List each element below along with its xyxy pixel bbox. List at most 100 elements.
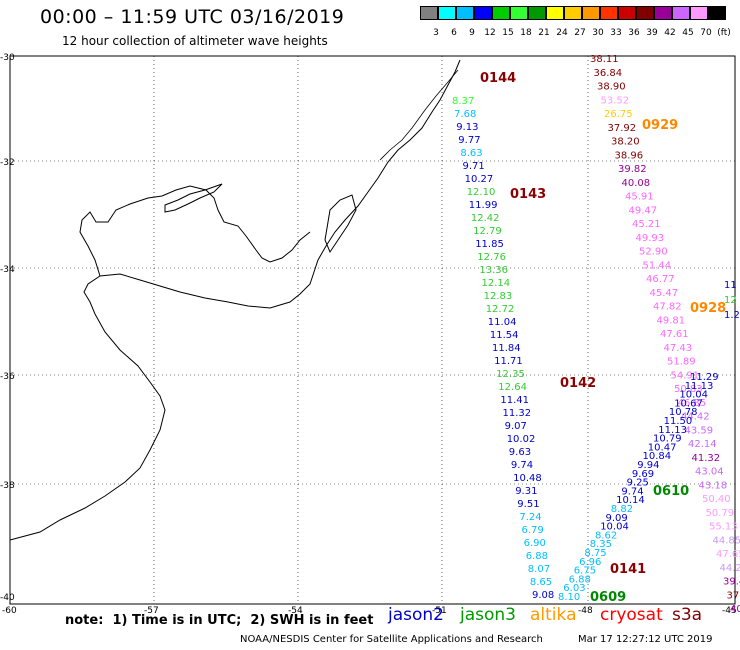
- color-swatch: [438, 6, 456, 20]
- wave-height-value: 9.07: [505, 421, 527, 432]
- color-scale-label: 12: [484, 28, 496, 38]
- lat-label: -36: [0, 372, 15, 382]
- wave-height-value: 10.14: [616, 495, 645, 506]
- color-swatch: [528, 6, 546, 20]
- wave-height-value: 6.88: [526, 551, 548, 562]
- wave-height-value: 8.82: [611, 504, 633, 515]
- wave-height-value: 38.20: [611, 137, 640, 148]
- wave-height-value: 47.43: [664, 343, 693, 354]
- wave-height-value: 10.67: [674, 398, 703, 409]
- wave-height-value: 47.61: [660, 329, 689, 340]
- color-scale-label: 45: [682, 28, 694, 38]
- wave-height-value: 11.85: [475, 239, 504, 250]
- color-scale-label: 18: [520, 28, 532, 38]
- color-scale-label: 36: [628, 28, 640, 38]
- pass-label-0610: 0610: [653, 484, 689, 499]
- footer-timestamp: Mar 17 12:27:12 UTC 2019: [578, 634, 713, 645]
- wave-height-value: 11.71: [494, 356, 523, 367]
- color-scale-label: 39: [646, 28, 658, 38]
- wave-height-value: 12.14: [482, 278, 511, 289]
- wave-height-value: 9.77: [458, 135, 480, 146]
- color-scale-label: 70: [700, 28, 712, 38]
- wave-height-value: 8.63: [460, 148, 482, 159]
- color-swatch: [582, 6, 600, 20]
- wave-height-value: 26.75: [604, 109, 633, 120]
- wave-height-value: 6.03: [563, 583, 585, 594]
- wave-height-value: 9.71: [463, 161, 485, 172]
- wave-height-value: 12.83: [484, 291, 513, 302]
- pass-label-0929: 0929: [642, 118, 678, 133]
- color-swatch: [708, 6, 726, 20]
- lon-label: -54: [288, 606, 303, 616]
- wave-height-value: 39.4: [723, 577, 740, 588]
- wave-height-value: 45.91: [625, 192, 654, 203]
- color-swatch: [618, 6, 636, 20]
- wave-height-value: 11.04: [488, 317, 517, 328]
- wave-height-value: 9.69: [632, 469, 654, 480]
- color-scale-label: 27: [574, 28, 586, 38]
- map-subtitle: 12 hour collection of altimeter wave hei…: [62, 34, 328, 48]
- wave-height-value: 10.02: [507, 434, 536, 445]
- legend-s3a: s3a: [672, 605, 703, 625]
- color-scale-label: 30: [592, 28, 604, 38]
- wave-height-value: 38.11: [590, 54, 619, 65]
- wave-height-value: 44.42: [681, 412, 710, 423]
- wave-height-value: 49.81: [657, 315, 686, 326]
- wave-height-value: 41.32: [692, 453, 721, 464]
- wave-height-value: 7.68: [454, 109, 476, 120]
- wave-height-value: 9.25: [627, 478, 649, 489]
- pass-labels: 0144 0929 0143 0928 0142 0610 0141 0609: [480, 71, 726, 605]
- wave-height-value: 11.50: [664, 416, 693, 427]
- legend-note: note: 1) Time is in UTC; 2) SWH is in fe…: [65, 613, 374, 628]
- wave-height-value: 8.07: [528, 564, 550, 575]
- wave-height-value: 11.41: [500, 395, 529, 406]
- wave-height-value: 46.85: [678, 398, 707, 409]
- wave-height-value: 53.52: [601, 95, 630, 106]
- wave-height-value: 6.96: [579, 557, 601, 568]
- coastline: [9, 59, 461, 541]
- wave-height-value: 8.10: [558, 592, 580, 603]
- color-scale-label: 6: [451, 28, 457, 38]
- wave-height-value: 52.90: [639, 247, 668, 258]
- wave-height-value: 44.2: [720, 563, 740, 574]
- wave-height-value: 6.79: [522, 525, 544, 536]
- coastline-inland: [79, 185, 311, 277]
- wave-height-value: 9.94: [637, 460, 659, 471]
- wave-height-value: 55.13: [709, 522, 738, 533]
- wave-height-value: 49.93: [636, 233, 665, 244]
- color-scale-label: 15: [502, 28, 514, 38]
- pass-label-0928: 0928: [690, 301, 726, 316]
- lon-label: -48: [578, 606, 593, 616]
- wave-height-value: 47.82: [653, 302, 682, 313]
- color-scale-label: (ft): [717, 28, 731, 38]
- wave-height-value: 8.75: [584, 548, 606, 559]
- color-scale-label: 42: [664, 28, 676, 38]
- wave-height-value: 11.84: [492, 343, 521, 354]
- wave-height-value: 50.83: [674, 384, 703, 395]
- map-title: 00:00 – 11:59 UTC 03/16/2019: [40, 6, 345, 28]
- wave-height-value: 9.09: [606, 513, 628, 524]
- lat-label: -38: [0, 481, 15, 491]
- wave-height-value: 12: [724, 295, 737, 306]
- wave-height-value: 11.99: [469, 200, 498, 211]
- color-swatch: [474, 6, 492, 20]
- wave-height-value: 9.74: [511, 460, 533, 471]
- wave-height-value: 9.31: [515, 486, 537, 497]
- wave-height-value: 46.77: [646, 274, 675, 285]
- color-swatch: [420, 6, 438, 20]
- pass-label-0609: 0609: [590, 590, 626, 605]
- wave-height-value: 10.84: [643, 451, 672, 462]
- wave-height-value: 50.40: [702, 494, 731, 505]
- wave-height-value: 51.89: [667, 357, 696, 368]
- pass-label-0142: 0142: [560, 376, 596, 391]
- wave-height-value: 38.90: [597, 82, 626, 93]
- wave-height-value: 10.27: [465, 174, 494, 185]
- wave-height-value: 12.10: [467, 187, 496, 198]
- color-scale-label: 9: [469, 28, 475, 38]
- wave-height-value: 10.04: [679, 390, 708, 401]
- wave-height-value: 40: [730, 604, 740, 615]
- color-swatch: [546, 6, 564, 20]
- wave-height-tracks: 8.37 7.68 9.13 9.77 8.63 9.71 10.27 12.10 11.99 1…: [452, 54, 740, 615]
- lat-label: -32: [0, 158, 15, 168]
